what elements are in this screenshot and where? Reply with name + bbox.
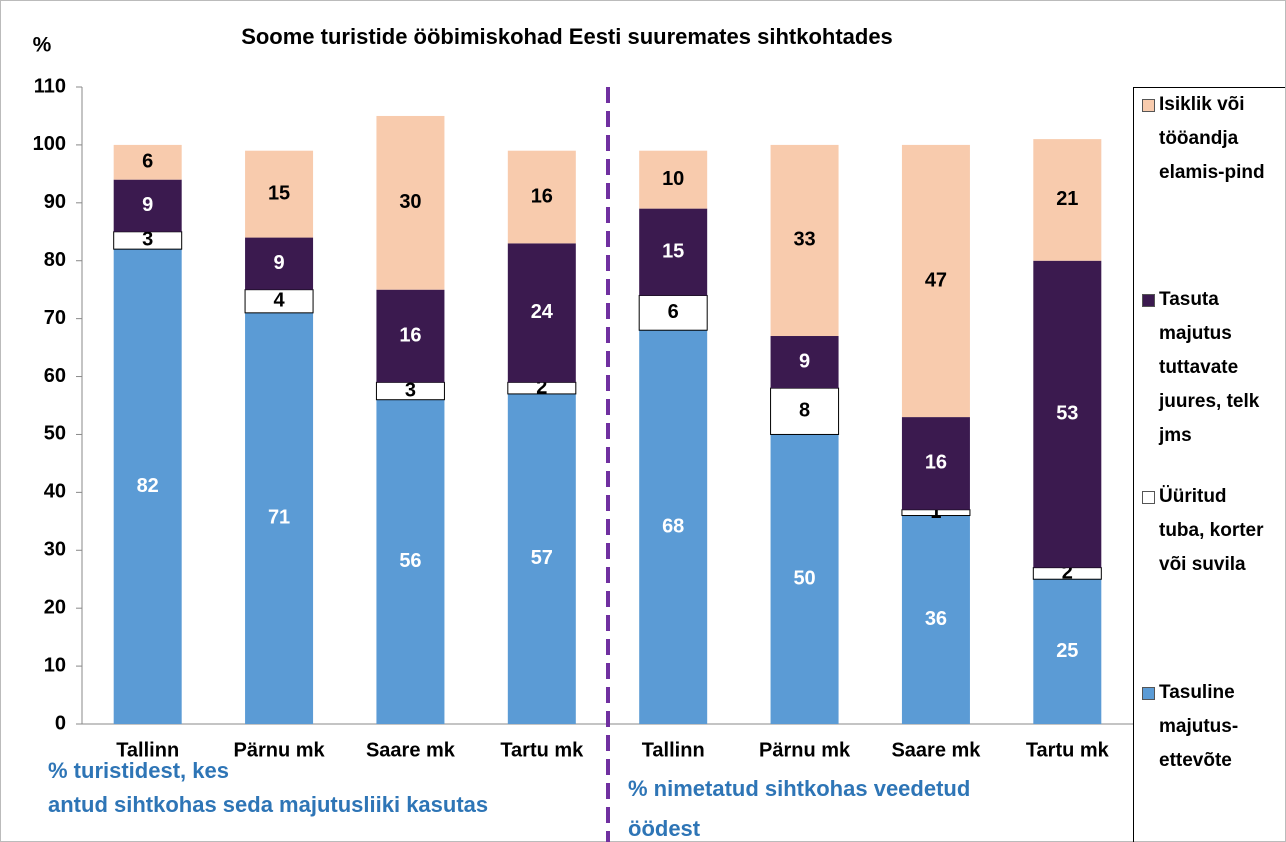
- data-label: 71: [268, 507, 290, 529]
- bar-segment: [639, 330, 708, 724]
- y-tick-label: 70: [44, 307, 66, 329]
- x-tick-label: Tallinn: [642, 739, 705, 761]
- bar-segment: [507, 150, 576, 244]
- bar-segment: [507, 393, 576, 724]
- legend-swatch: [1142, 294, 1155, 307]
- bar-segment: [638, 294, 708, 331]
- data-label: 24: [531, 301, 554, 323]
- bar-segment: [1033, 260, 1102, 568]
- legend-label: Tasuta majutus tuttavate juures, telk jm…: [1159, 289, 1260, 446]
- data-label: 50: [793, 568, 815, 590]
- x-tick-label: Saare mk: [366, 739, 456, 761]
- y-tick-label: 40: [44, 481, 66, 503]
- legend-label: Isiklik või tööandja elamis-pind: [1159, 94, 1265, 183]
- annotation: % turistidest, kes: [48, 758, 229, 783]
- bar-segment: [113, 144, 182, 180]
- annotation: antud sihtkohas seda majutusliiki kasuta…: [48, 792, 488, 817]
- data-label: 10: [662, 168, 684, 190]
- chart-title: Soome turistide ööbimiskohad Eesti suure…: [241, 24, 893, 49]
- data-label: 6: [668, 301, 679, 323]
- y-tick-label: 20: [44, 596, 66, 618]
- bar-segment: [770, 144, 839, 337]
- x-tick-label: Tallinn: [116, 739, 179, 761]
- bar-segment: [507, 243, 576, 383]
- bar-segment: [113, 249, 182, 725]
- data-label: 82: [137, 475, 159, 497]
- data-label: 4: [274, 290, 286, 312]
- y-tick-label: 110: [34, 75, 66, 97]
- y-axis-label: %: [33, 34, 52, 57]
- bar-segment: [245, 237, 314, 290]
- bar-segment: [901, 515, 970, 724]
- bar-segment: [770, 336, 839, 389]
- y-tick-label: 30: [44, 539, 66, 561]
- y-tick-label: 90: [44, 191, 66, 213]
- data-label: 53: [1056, 402, 1078, 424]
- data-label: 3: [142, 229, 153, 251]
- legend-item: Üüritud tuba, korter või suvila: [1142, 480, 1282, 582]
- data-label: 68: [662, 515, 684, 537]
- data-label: 3: [405, 379, 416, 401]
- legend: Isiklik või tööandja elamis-pind Tasuta m…: [1133, 87, 1285, 842]
- legend-swatch: [1142, 491, 1155, 504]
- annotation: öödest: [628, 816, 701, 841]
- data-label: 57: [531, 547, 553, 569]
- data-label: 56: [399, 550, 421, 572]
- bar-segment: [376, 115, 445, 290]
- x-tick-label: Saare mk: [891, 739, 981, 761]
- bar-segment: [770, 434, 839, 724]
- data-label: 33: [793, 229, 815, 251]
- bar-segment: [376, 399, 445, 724]
- legend-item: Isiklik või tööandja elamis-pind: [1142, 88, 1282, 190]
- legend-swatch: [1142, 99, 1155, 112]
- y-tick-label: 10: [44, 654, 66, 676]
- data-label: 6: [142, 151, 153, 173]
- data-label: 30: [399, 191, 421, 213]
- legend-label: Üüritud tuba, korter või suvila: [1159, 486, 1264, 575]
- y-tick-label: 100: [33, 133, 66, 155]
- y-tick-label: 0: [55, 712, 66, 734]
- bar-segment: [1033, 139, 1102, 261]
- bar-segment: [901, 144, 970, 418]
- data-label: 25: [1056, 640, 1078, 662]
- x-tick-label: Tartu mk: [1026, 739, 1110, 761]
- x-tick-label: Pärnu mk: [233, 739, 325, 761]
- data-label: 16: [399, 324, 421, 346]
- legend-label: Tasuline majutus-ettevõte: [1159, 682, 1239, 771]
- annotation: % nimetatud sihtkohas veedetud: [628, 776, 970, 801]
- bar-segment: [245, 312, 314, 724]
- bar-segment: [1033, 579, 1102, 724]
- bar-segment: [639, 208, 708, 296]
- data-label: 8: [799, 400, 810, 422]
- data-label: 1: [930, 501, 941, 523]
- x-tick-label: Pärnu mk: [759, 739, 851, 761]
- data-label: 47: [925, 269, 947, 291]
- bar-segment: [245, 150, 314, 238]
- legend-item: Tasuta majutus tuttavate juures, telk jm…: [1142, 283, 1282, 453]
- data-label: 15: [268, 182, 290, 204]
- x-tick-label: Tartu mk: [500, 739, 584, 761]
- data-label: 2: [536, 376, 547, 398]
- y-tick-label: 80: [44, 249, 66, 271]
- bar-segment: [639, 150, 708, 209]
- data-label: 9: [799, 350, 810, 372]
- bar-segment: [376, 289, 445, 383]
- data-label: 21: [1056, 188, 1078, 210]
- legend-item: Tasuline majutus-ettevõte: [1142, 676, 1282, 778]
- data-label: 16: [925, 452, 947, 474]
- y-tick-label: 50: [44, 423, 66, 445]
- legend-swatch: [1142, 687, 1155, 700]
- data-label: 36: [925, 608, 947, 630]
- data-label: 15: [662, 240, 684, 262]
- bar-segment: [901, 417, 970, 510]
- bar-segment: [113, 179, 182, 232]
- data-label: 9: [142, 194, 153, 216]
- data-label: 9: [274, 252, 285, 274]
- data-label: 2: [1062, 562, 1073, 584]
- y-tick-label: 60: [44, 365, 66, 387]
- data-label: 16: [531, 185, 553, 207]
